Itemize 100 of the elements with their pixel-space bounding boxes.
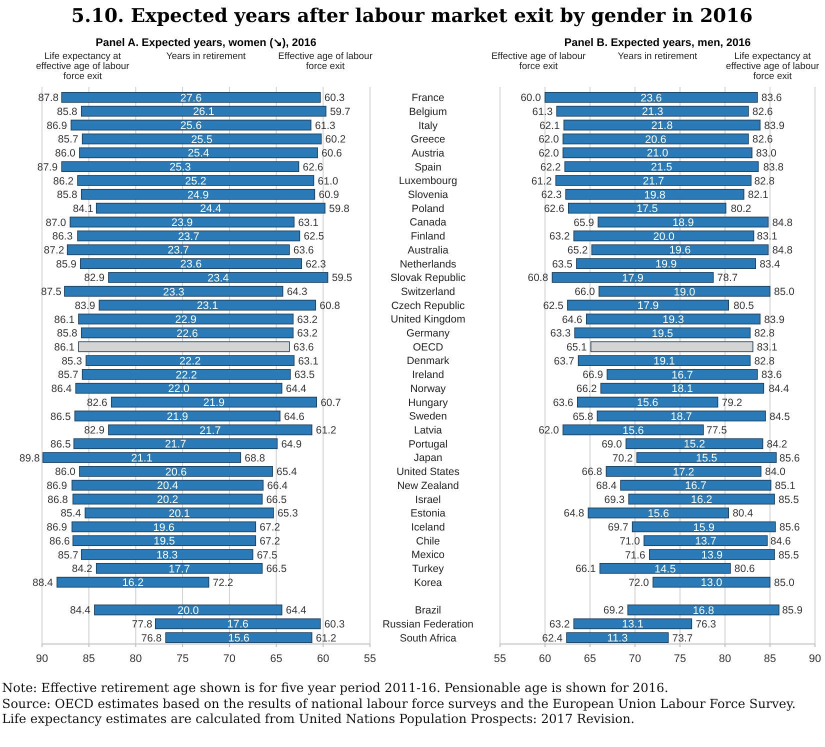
bar — [632, 521, 776, 532]
annotation: 87.8 — [38, 92, 59, 104]
y-tick-label: Spain — [414, 161, 442, 174]
x-tick-label: 70 — [223, 653, 236, 666]
annotation: 80.2 — [730, 202, 752, 215]
data-label: 20.0 — [653, 230, 675, 243]
data-label: 19.3 — [662, 314, 684, 326]
annotation: 62.0 — [538, 148, 560, 160]
data-label: 21.9 — [166, 410, 188, 423]
bar — [562, 134, 749, 144]
bar — [567, 300, 729, 311]
y-tick-label: Luxembourg — [398, 175, 458, 188]
annotation: 62.1 — [539, 120, 560, 132]
text: Years in retirement — [166, 51, 246, 62]
data-label: 20.6 — [165, 466, 187, 478]
data-label: 16.7 — [685, 480, 706, 492]
annotation: 88.4 — [32, 576, 54, 589]
bar — [626, 438, 764, 450]
bar — [564, 120, 760, 130]
data-label: 15.5 — [696, 452, 718, 465]
bar — [72, 480, 264, 491]
data-label: 15.6 — [228, 632, 250, 645]
bar — [574, 327, 751, 338]
data-label: 18.9 — [672, 217, 694, 230]
bar — [562, 147, 752, 158]
y-tick-label: Japan — [414, 452, 442, 464]
bar — [72, 494, 263, 504]
annotation: 85.4 — [60, 508, 82, 520]
x-tick-label: 65 — [584, 653, 596, 666]
y-tick-label: Estonia — [410, 508, 446, 520]
annotation: 63.2 — [297, 314, 318, 326]
annotation: 86.9 — [46, 522, 68, 534]
annotation: 85.8 — [56, 189, 78, 202]
data-label: 13.0 — [700, 577, 722, 590]
annotation: 84.4 — [70, 604, 91, 617]
annotation: 66.5 — [266, 563, 287, 576]
bar — [80, 549, 254, 560]
bar — [79, 466, 273, 477]
annotation: 84.5 — [770, 410, 790, 423]
annotation: 64.3 — [286, 286, 308, 298]
annotation: 69.0 — [602, 438, 622, 450]
bar — [600, 382, 764, 394]
y-tick-label: Canada — [410, 216, 447, 229]
annotation: 61.2 — [316, 424, 336, 437]
data-label: 22.6 — [176, 328, 198, 340]
bar — [627, 604, 780, 616]
y-tick-label: Belgium — [409, 106, 448, 118]
data-label: 21.0 — [646, 148, 668, 160]
x-tick-label: 90 — [808, 653, 822, 666]
y-tick-label: Israel — [415, 494, 441, 506]
x-tick-label: 75 — [176, 653, 189, 666]
bar — [564, 161, 759, 172]
annotation: 64.6 — [562, 314, 583, 326]
data-label: 15.2 — [684, 438, 706, 451]
bar — [61, 161, 300, 172]
annotation: 86.0 — [55, 466, 76, 478]
annotation: 89.8 — [19, 452, 40, 464]
x-tick-label: 70 — [628, 653, 642, 666]
data-label: 19.5 — [154, 536, 176, 548]
data-label: 17.9 — [622, 272, 644, 284]
annotation: 83.9 — [764, 314, 785, 326]
bar — [606, 369, 758, 380]
data-label: 13.7 — [694, 536, 716, 548]
annotation: 83.8 — [763, 161, 784, 174]
annotation: 59.8 — [329, 202, 350, 215]
annotation: 64.8 — [564, 508, 584, 520]
annotation: 62.6 — [302, 161, 324, 174]
data-label: 23.4 — [207, 272, 229, 284]
y-tick-label: Netherlands — [400, 258, 456, 270]
annotation: 84.1 — [72, 202, 94, 215]
bar — [61, 92, 321, 103]
data-label: 21.7 — [164, 438, 186, 451]
annotation: 62.5 — [543, 300, 564, 312]
bar — [606, 466, 762, 477]
y-tick-label: Brazil — [414, 604, 442, 617]
bar — [80, 106, 326, 117]
text: Note: Effective retirement age shown is for five year period 2011-16. Pensionable age is shown for 2016. — [2, 680, 668, 695]
data-label: 21.8 — [651, 120, 673, 132]
annotation: 64.4 — [286, 383, 307, 396]
y-tick-label: South Africa — [400, 632, 456, 644]
bar — [96, 562, 263, 574]
annotation: 86.1 — [54, 342, 75, 354]
data-label: 23.6 — [180, 258, 202, 271]
annotation: 72.0 — [628, 576, 650, 589]
bar — [70, 120, 312, 130]
annotation: 61.2 — [316, 632, 336, 644]
data-label: 27.6 — [180, 92, 202, 104]
data-label: 15.6 — [636, 397, 658, 410]
annotation: 85.8 — [56, 328, 78, 340]
annotation: 87.9 — [37, 161, 58, 174]
annotation: 86.6 — [49, 535, 70, 548]
y-tick-label: Slovenia — [408, 189, 448, 202]
annotation: 62.4 — [542, 632, 563, 644]
y-tick-label: Korea — [414, 576, 442, 589]
bar — [82, 369, 291, 380]
bar — [600, 562, 731, 574]
annotation: 84.2 — [766, 438, 788, 450]
annotation: 66.1 — [575, 563, 596, 576]
data-label: 19.8 — [644, 189, 666, 202]
annotation: 70.2 — [612, 452, 633, 464]
